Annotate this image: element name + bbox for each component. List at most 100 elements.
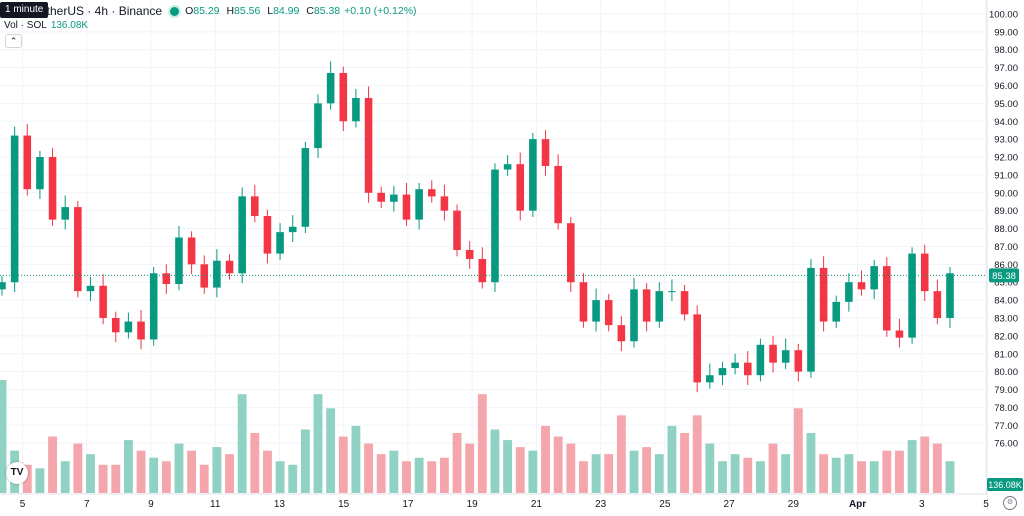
candle-body xyxy=(402,194,411,220)
volume-bar xyxy=(351,425,361,493)
volume-bar xyxy=(313,394,323,493)
candle-body xyxy=(238,196,246,274)
volume-bar xyxy=(705,443,715,493)
y-tick-label: 79.00 xyxy=(994,385,1018,396)
candle-body xyxy=(377,192,385,202)
volume-bar xyxy=(604,454,614,493)
candle-body xyxy=(0,282,6,290)
volume-bar xyxy=(680,433,689,493)
candle-body xyxy=(857,282,866,290)
volume-bar xyxy=(174,443,184,493)
volume-legend: Vol · SOL 136.08K xyxy=(4,20,88,31)
price-axis xyxy=(987,0,1024,511)
candle-body xyxy=(162,273,171,284)
volume-bar xyxy=(35,468,45,493)
settings-icon[interactable]: ⚙ xyxy=(1003,496,1017,510)
volume-bar xyxy=(300,429,310,493)
volume-bar xyxy=(376,454,386,493)
candle-body xyxy=(794,350,803,372)
volume-bar xyxy=(755,461,765,493)
candle-body xyxy=(111,317,120,333)
volume-bar xyxy=(566,443,576,493)
volume-bar xyxy=(945,461,955,493)
tradingview-logo-icon[interactable]: TV xyxy=(6,462,28,484)
price-change: +0.10 (+0.12%) xyxy=(344,5,417,17)
y-tick-label: 76.00 xyxy=(994,439,1018,450)
candle-body xyxy=(478,258,487,283)
y-tick-label: 95.00 xyxy=(994,99,1018,110)
y-tick-label: 78.00 xyxy=(994,403,1018,414)
volume-bar xyxy=(781,454,791,493)
volume-bar xyxy=(591,454,601,493)
candle-body xyxy=(124,321,133,333)
candle-body xyxy=(870,266,878,290)
y-tick-label: 97.00 xyxy=(994,63,1018,74)
candle-body xyxy=(225,260,234,274)
volume-tag-bg xyxy=(987,478,1023,491)
volume-legend-value: 136.08K xyxy=(50,20,89,31)
candle-body xyxy=(706,375,714,383)
y-tick-label: 77.00 xyxy=(994,421,1018,432)
y-tick-label: 84.00 xyxy=(994,296,1018,307)
candle-body xyxy=(326,72,335,104)
x-tick-label: 7 xyxy=(84,499,90,510)
x-tick-label: 23 xyxy=(595,499,607,510)
candle-body xyxy=(693,314,701,383)
volume-bar xyxy=(86,454,95,493)
candle-body xyxy=(61,207,69,220)
symbol-title[interactable]: etherUS · 4h · Binance xyxy=(40,4,163,18)
candle-body xyxy=(10,135,19,283)
candle-body xyxy=(187,237,196,265)
volume-bar xyxy=(579,461,588,493)
volume-bar xyxy=(920,436,930,493)
market-status-icon xyxy=(170,6,180,16)
volume-bar xyxy=(275,461,285,493)
volume-bar xyxy=(414,457,424,493)
volume-bar xyxy=(465,443,475,493)
candle-body xyxy=(390,194,398,202)
candle-body xyxy=(655,291,664,322)
last-price-tag: 85.38 xyxy=(992,271,1016,282)
y-tick-label: 94.00 xyxy=(994,117,1018,128)
candle-body xyxy=(149,273,158,340)
candle-body xyxy=(213,260,221,288)
volume-bar xyxy=(831,457,841,493)
volume-bar xyxy=(932,443,942,493)
candle-body xyxy=(680,291,689,315)
volume-bar xyxy=(338,436,348,493)
volume-bar xyxy=(730,454,740,493)
candle-body xyxy=(175,237,183,284)
candle-body xyxy=(352,98,360,122)
volume-bar xyxy=(439,457,449,493)
symbol-legend: etherUS · 4h · Binance O85.29 H85.56 L84… xyxy=(0,2,417,20)
candle-body xyxy=(36,157,44,190)
volume-bar xyxy=(743,457,753,493)
volume-bar xyxy=(793,408,803,493)
x-tick-label: Apr xyxy=(849,499,866,510)
volume-bar xyxy=(263,450,272,493)
volume-bar xyxy=(654,454,664,493)
volume-bar xyxy=(402,461,411,493)
candle-body xyxy=(516,164,525,211)
volume-bar xyxy=(907,440,917,493)
last-price-tag-bg xyxy=(989,268,1019,283)
volume-bar xyxy=(819,454,829,493)
candle-body xyxy=(415,189,423,220)
volume-bar xyxy=(111,464,121,493)
volume-bar xyxy=(60,461,70,493)
candle-body xyxy=(554,165,562,224)
volume-bar xyxy=(629,450,639,493)
candle-body xyxy=(339,72,348,122)
collapse-legend-button[interactable]: ⌃ xyxy=(5,34,22,48)
candle-body xyxy=(137,321,145,340)
x-tick-label: 5 xyxy=(20,499,26,510)
candle-body xyxy=(756,344,765,376)
time-axis xyxy=(0,494,987,511)
volume-bar xyxy=(768,443,778,493)
candle-body xyxy=(453,210,461,251)
volume-bar xyxy=(237,394,247,493)
candle-body xyxy=(23,135,32,190)
candle-body xyxy=(845,282,853,302)
